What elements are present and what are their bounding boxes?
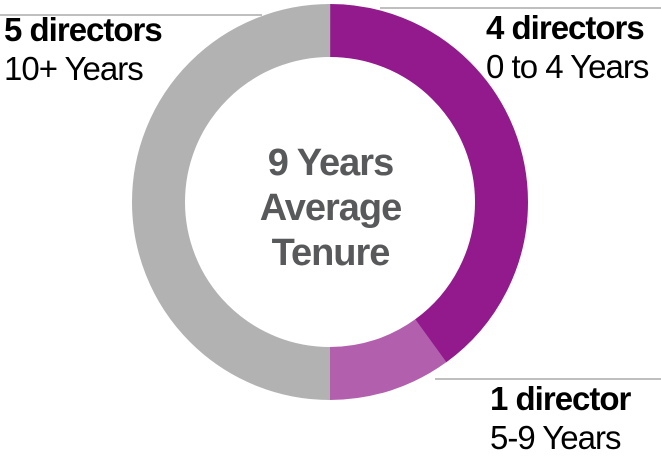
donut-center-label: 9 Years Average Tenure xyxy=(0,141,661,276)
callout-line-top-right xyxy=(380,7,661,9)
callout-0-4-range: 0 to 4 Years xyxy=(486,48,649,85)
callout-0-4-count: 4 directors xyxy=(486,9,645,46)
callout-10plus-years: 5 directors 10+ Years xyxy=(4,10,163,88)
callout-5-9-range: 5-9 Years xyxy=(490,419,621,456)
center-line-1: 9 Years xyxy=(267,142,394,184)
callout-line-bottom-right xyxy=(435,378,661,380)
callout-5-9-count: 1 director xyxy=(490,380,631,417)
center-line-3: Tenure xyxy=(271,232,391,274)
callout-10plus-range: 10+ Years xyxy=(4,50,144,87)
callout-10plus-count: 5 directors xyxy=(4,11,163,48)
donut-segment-5-9-years xyxy=(132,4,528,400)
callout-0-4-years: 4 directors 0 to 4 Years xyxy=(486,8,649,86)
donut-segment-10-years xyxy=(132,4,528,400)
callout-5-9-years: 1 director 5-9 Years xyxy=(490,379,631,457)
callout-line-top-left xyxy=(0,14,262,16)
center-line-2: Average xyxy=(259,187,403,229)
